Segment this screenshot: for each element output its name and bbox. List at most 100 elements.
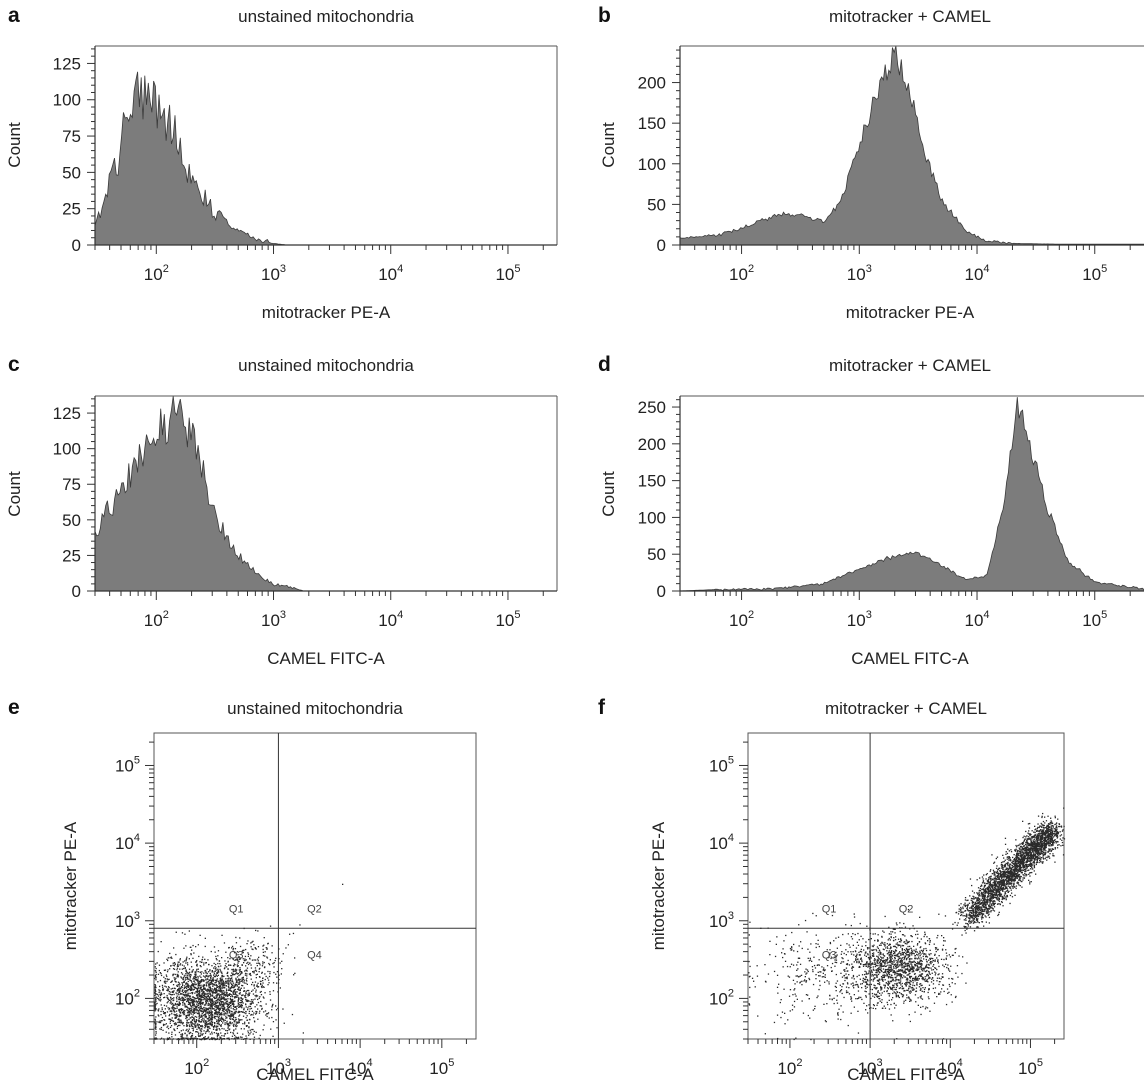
data-point <box>235 1028 237 1030</box>
data-point <box>203 996 205 999</box>
data-point <box>214 1025 216 1028</box>
data-point <box>196 990 198 993</box>
data-point <box>908 973 910 975</box>
data-point <box>193 987 195 989</box>
data-point <box>916 958 918 960</box>
data-point <box>858 954 860 956</box>
data-point <box>805 973 807 975</box>
data-point <box>189 1002 192 1004</box>
data-point <box>852 933 854 935</box>
data-point <box>170 991 172 993</box>
data-point <box>895 980 897 982</box>
data-point <box>829 942 832 945</box>
data-point <box>171 957 173 959</box>
data-point <box>201 1024 203 1027</box>
data-point <box>189 1010 192 1012</box>
data-point <box>845 986 848 988</box>
data-point <box>165 974 167 976</box>
data-point <box>186 1028 188 1031</box>
data-point <box>903 958 905 961</box>
data-point <box>213 989 215 991</box>
data-point <box>823 967 825 969</box>
data-point <box>250 978 252 980</box>
data-point <box>200 1010 203 1013</box>
data-point <box>922 967 924 969</box>
data-point <box>245 1000 248 1002</box>
data-point <box>155 967 157 970</box>
data-point <box>177 963 179 965</box>
data-point <box>241 972 243 974</box>
data-point <box>200 1032 202 1034</box>
data-point <box>873 944 875 946</box>
data-point <box>899 944 901 946</box>
data-point <box>842 983 844 985</box>
data-point <box>897 944 899 946</box>
data-point <box>193 1020 196 1022</box>
data-point <box>895 966 897 968</box>
data-point <box>163 1019 165 1021</box>
data-point <box>267 1012 270 1014</box>
data-point <box>262 986 264 988</box>
data-point <box>906 974 908 976</box>
data-point <box>186 1037 188 1039</box>
data-point <box>182 978 184 980</box>
data-point <box>219 986 221 988</box>
data-point <box>239 988 241 990</box>
data-point <box>914 957 916 959</box>
data-point <box>195 1036 197 1038</box>
data-point <box>222 985 224 987</box>
data-point <box>188 1007 190 1009</box>
data-point <box>926 975 928 977</box>
data-point <box>167 1025 169 1027</box>
data-point <box>235 953 238 955</box>
data-point <box>174 1029 176 1032</box>
data-point <box>218 966 220 968</box>
data-point <box>187 978 189 980</box>
data-point <box>941 973 944 975</box>
data-point <box>839 984 841 986</box>
data-point <box>909 976 911 978</box>
panel-letter: e <box>8 696 20 719</box>
data-point <box>914 976 917 978</box>
data-point <box>882 961 884 963</box>
data-point <box>231 1014 234 1016</box>
data-point <box>236 965 239 968</box>
data-point <box>224 982 226 984</box>
data-point <box>262 1029 264 1031</box>
data-point <box>257 986 260 988</box>
data-point <box>200 980 202 982</box>
data-point <box>184 994 186 996</box>
data-point <box>218 993 220 995</box>
data-point <box>194 1001 196 1003</box>
data-point <box>234 993 236 995</box>
data-point <box>246 989 249 992</box>
data-point <box>829 952 831 954</box>
data-point <box>235 979 237 981</box>
data-point <box>884 945 886 947</box>
data-point <box>276 982 278 984</box>
data-point <box>900 969 903 971</box>
data-point <box>926 978 928 981</box>
data-point <box>245 1003 247 1005</box>
data-point <box>910 968 912 971</box>
data-point <box>938 983 940 986</box>
data-point <box>928 989 930 991</box>
data-point <box>160 1010 162 1013</box>
data-point <box>199 1016 201 1018</box>
data-point <box>934 947 937 949</box>
data-point <box>175 996 178 999</box>
data-point <box>898 944 900 946</box>
data-point <box>212 990 214 992</box>
data-point <box>203 995 205 997</box>
data-point <box>906 994 908 996</box>
data-point <box>199 981 201 984</box>
data-point <box>159 993 161 995</box>
data-point <box>939 993 941 995</box>
data-point <box>205 1031 207 1033</box>
data-point <box>221 1012 223 1014</box>
data-point <box>209 1015 211 1017</box>
data-point <box>236 1025 238 1027</box>
data-point <box>170 994 172 996</box>
data-point <box>909 977 911 979</box>
data-point <box>195 970 198 972</box>
